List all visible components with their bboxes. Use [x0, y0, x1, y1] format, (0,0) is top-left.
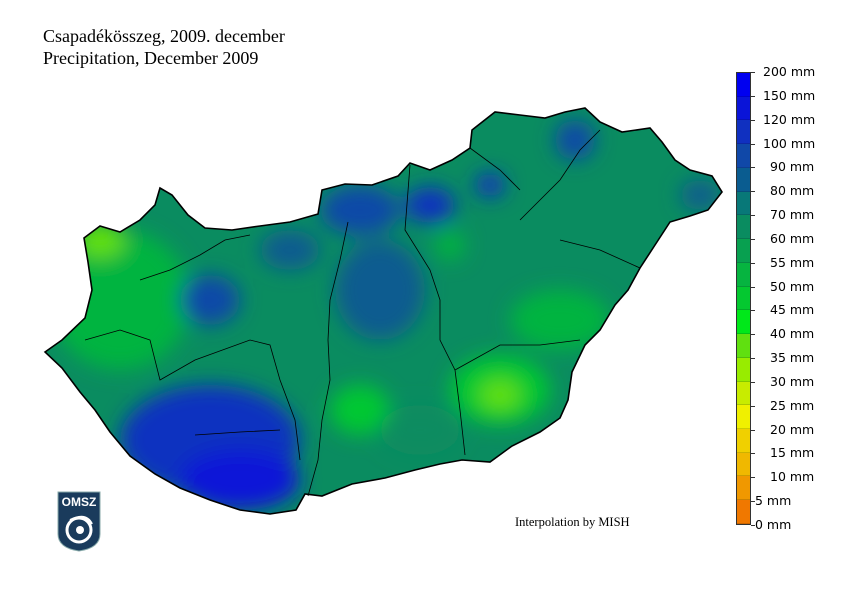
legend-label: 90 mm [770, 159, 815, 175]
legend-label: 200 mm [763, 64, 816, 79]
legend-label: 0 mm [755, 517, 792, 532]
legend-tick [751, 215, 755, 217]
legend-bin [737, 381, 750, 406]
legend-tick [751, 501, 755, 503]
svg-text:OMSZ: OMSZ [62, 495, 97, 509]
interpolation-credit: Interpolation by MISH [515, 515, 630, 529]
legend-label: 45 mm [770, 302, 815, 318]
legend-label: 50 mm [770, 278, 815, 294]
legend-tick [751, 358, 755, 360]
legend-tick [751, 286, 755, 288]
legend-bin [737, 476, 750, 501]
legend-bin [737, 191, 750, 216]
legend-label: 20 mm [770, 421, 815, 437]
legend-bin [737, 215, 750, 240]
title-english: Precipitation, December 2009 [43, 48, 259, 68]
legend-tick [751, 72, 755, 73]
legend-tick [751, 95, 755, 97]
legend-label: 10 mm [770, 469, 815, 485]
legend-label: 80 mm [770, 183, 815, 199]
legend-tick [751, 334, 755, 336]
legend-tick [751, 453, 755, 455]
legend-label: 60 mm [770, 230, 815, 246]
title-hungarian: Csapadékösszeg, 2009. december [43, 26, 285, 46]
legend-bin [737, 239, 750, 263]
legend-tick [751, 405, 755, 407]
omsz-logo: OMSZ [57, 491, 101, 552]
legend-tick [751, 191, 755, 193]
legend-label: 120 mm [763, 111, 816, 127]
legend-tick [751, 381, 755, 383]
legend-bin [737, 96, 750, 121]
tisza-line [404, 164, 466, 456]
legend-tick [751, 167, 755, 169]
legend-label: 70 mm [770, 207, 815, 223]
legend-bin [737, 262, 750, 287]
legend-bin [737, 500, 750, 524]
legend-label: 150 mm [763, 87, 816, 103]
color-legend-bar [736, 72, 751, 525]
legend-tick [751, 310, 755, 312]
county-borders [84, 129, 641, 497]
legend-tick [751, 262, 755, 264]
legend-label: 25 mm [770, 397, 815, 413]
legend-bin [737, 167, 750, 192]
legend-tick [751, 143, 755, 145]
danube-river [307, 221, 349, 497]
legend-tick [751, 238, 755, 240]
legend-bin [737, 286, 750, 311]
legend-label: 30 mm [770, 373, 815, 389]
legend-bin [737, 452, 750, 477]
legend-bin [737, 144, 750, 168]
legend-label: 55 mm [770, 254, 815, 270]
legend-tick [751, 525, 755, 526]
legend-bin [737, 73, 750, 97]
legend-bin [737, 405, 750, 430]
legend-label: 100 mm [763, 135, 816, 151]
legend-label: 15 mm [770, 445, 815, 461]
legend-label: 40 mm [770, 326, 815, 342]
legend-bin [737, 334, 750, 358]
legend-tick [751, 477, 755, 479]
legend-tick [751, 119, 755, 121]
legend-bin [737, 429, 750, 453]
legend-bin [737, 120, 750, 145]
legend-label: 5 mm [755, 493, 792, 509]
legend-label: 35 mm [770, 350, 815, 366]
legend-bin [737, 357, 750, 382]
legend-bin [737, 310, 750, 335]
legend-tick [751, 429, 755, 431]
